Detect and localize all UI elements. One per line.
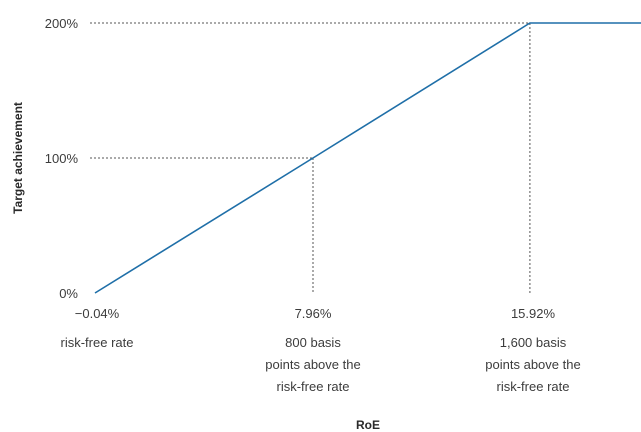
y-axis-label: Target achievement bbox=[11, 102, 25, 214]
x-tick-note: points above the bbox=[265, 357, 360, 372]
x-tick-note: points above the bbox=[485, 357, 580, 372]
x-tick-note: risk-free rate bbox=[277, 379, 350, 394]
x-tick-label: −0.04% bbox=[75, 306, 120, 321]
y-tick-label: 0% bbox=[59, 286, 78, 301]
y-tick-label: 100% bbox=[45, 151, 79, 166]
x-tick-note: 1,600 basis bbox=[500, 335, 567, 350]
x-tick-label: 7.96% bbox=[295, 306, 332, 321]
reference-lines bbox=[90, 22, 531, 293]
x-tick-note: risk-free rate bbox=[61, 335, 134, 350]
x-axis-label: RoE bbox=[356, 418, 380, 432]
x-tick-note: 800 basis bbox=[285, 335, 341, 350]
series-line bbox=[94, 22, 641, 294]
x-tick-label: 15.92% bbox=[511, 306, 556, 321]
series-layer bbox=[94, 22, 641, 294]
x-tick-note: risk-free rate bbox=[497, 379, 570, 394]
y-tick-label: 200% bbox=[45, 16, 79, 31]
